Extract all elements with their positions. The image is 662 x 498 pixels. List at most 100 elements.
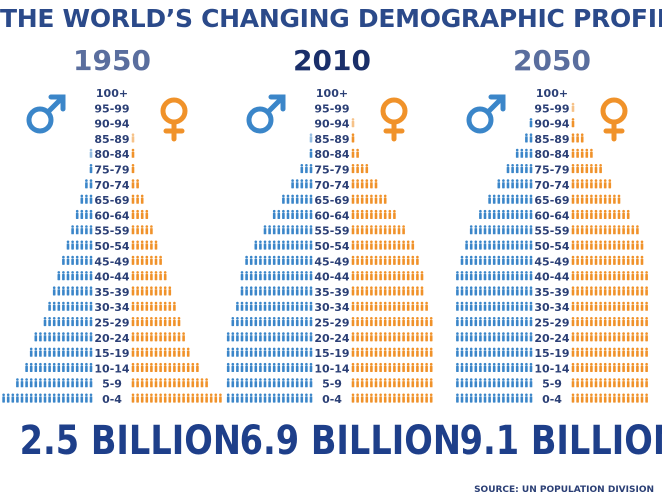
female-person-icon [383,347,387,357]
female-person-icon [140,347,144,357]
female-person-icon [393,209,396,219]
male-person-icon [277,271,281,281]
age-group-label: 60-64 [534,209,570,222]
female-person-icon [131,225,135,235]
female-person-icon [402,271,405,281]
female-person-icon [603,179,607,189]
female-person-icon [393,378,396,388]
female-person-icon [154,378,158,388]
age-group-label: 80-84 [94,148,130,161]
female-person-icon [640,255,644,265]
male-person-icon [506,225,510,235]
female-person-icon [154,332,158,342]
male-person-icon [469,225,473,235]
male-person-icon [300,164,304,174]
age-group-label: 50-54 [314,240,350,253]
female-person-icon [177,378,181,388]
female-person-icon [351,378,355,388]
female-person-icon [374,362,378,372]
male-person-icon [286,317,290,327]
male-person-icon [506,317,510,327]
male-person-icon [282,271,285,281]
female-person-icon [571,271,575,281]
female-person-icon [608,362,612,372]
female-person-icon [594,347,598,357]
female-person-icon [613,317,616,327]
male-person-icon [80,332,84,342]
female-person-icon [370,378,373,388]
female-person-icon [599,378,602,388]
female-person-icon [429,378,433,388]
female-person-icon [356,255,359,265]
female-person-icon [136,209,139,219]
male-person-icon [309,240,313,250]
female-person-icon [640,286,644,296]
female-person-icon [645,362,648,372]
female-person-icon [351,317,355,327]
female-person-icon [397,240,401,250]
male-person-icon [62,255,65,265]
female-person-icon [388,240,392,250]
female-person-icon [140,240,144,250]
male-person-icon [268,317,271,327]
female-person-icon [360,332,364,342]
female-person-icon [186,362,190,372]
male-person-icon [254,301,258,311]
male-person-icon [511,164,514,174]
male-person-icon [39,362,42,372]
female-person-icon [365,179,369,189]
male-person-icon [456,362,459,372]
male-person-icon [85,225,88,235]
male-person-icon [456,347,459,357]
female-person-icon [140,332,144,342]
male-person-icon [309,301,313,311]
female-person-icon [603,362,607,372]
male-person-icon [456,378,459,388]
male-person-icon [502,255,505,265]
female-person-icon [420,271,424,281]
female-person-icon [594,164,598,174]
male-person-icon [71,271,74,281]
female-person-icon [388,209,392,219]
male-person-icon [249,362,253,372]
female-person-icon [379,255,382,265]
female-person-icon [383,194,387,204]
male-person-icon [511,194,514,204]
female-person-icon [599,286,602,296]
male-person-icon [249,347,253,357]
male-person-icon [272,286,276,296]
female-person-icon [351,393,355,403]
female-person-icon [406,255,410,265]
male-person-icon [80,225,84,235]
male-person-icon [300,317,304,327]
female-person-icon [173,347,176,357]
male-person-icon [525,194,528,204]
female-person-icon [402,378,405,388]
female-person-icon [411,255,415,265]
female-person-icon [365,164,369,174]
female-person-icon [580,301,584,311]
female-person-icon [374,271,378,281]
male-person-icon [71,378,74,388]
male-person-icon [300,286,304,296]
age-group-label: 45-49 [314,255,349,268]
male-person-icon [525,164,528,174]
age-group-label: 65-69 [534,194,569,207]
female-person-icon [622,286,625,296]
male-person-icon [231,347,235,357]
male-person-icon [254,393,258,403]
male-person-icon [456,332,459,342]
male-person-icon [236,362,239,372]
male-person-icon [52,317,56,327]
female-person-icon [590,301,593,311]
male-person-icon [309,362,313,372]
female-person-icon [640,240,644,250]
male-person-icon [277,347,281,357]
male-person-icon [89,225,93,235]
male-person-icon [268,286,271,296]
female-person-icon [590,378,593,388]
female-person-icon [585,301,589,311]
female-person-icon [136,393,139,403]
female-person-icon [580,240,584,250]
male-person-icon [460,317,464,327]
